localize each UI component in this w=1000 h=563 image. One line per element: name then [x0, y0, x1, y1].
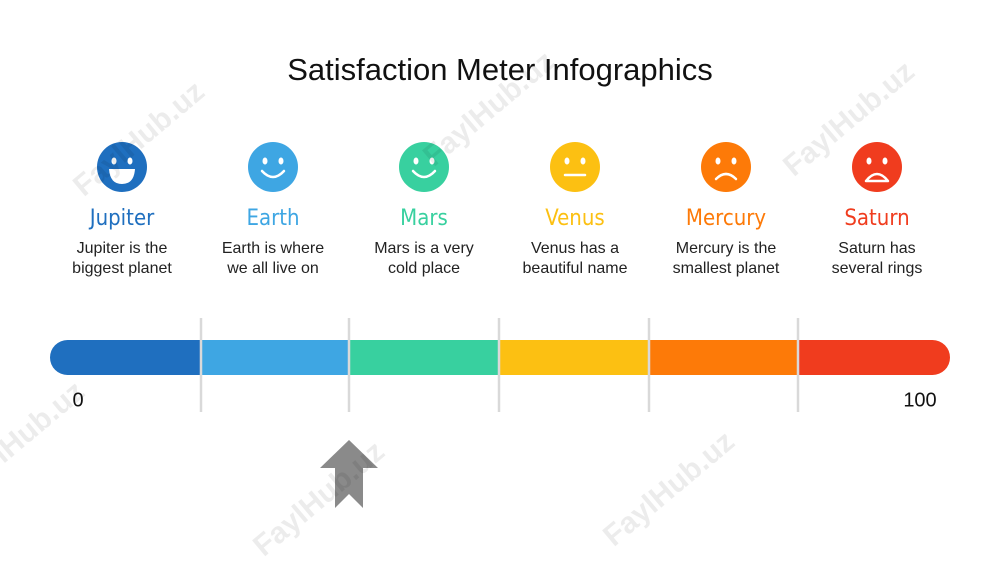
mouth: [714, 172, 738, 181]
mouth: [411, 169, 437, 179]
face-icon: [852, 142, 902, 192]
indicator-arrow: [320, 440, 378, 508]
item-name: Earth: [246, 206, 299, 231]
item-description: Mercury is the: [676, 240, 777, 257]
item-description: smallest planet: [673, 260, 780, 277]
item: Venus Venus has a beautiful name: [523, 142, 628, 277]
item-description: Mars is a very: [374, 240, 474, 257]
meter-segment: [349, 340, 499, 375]
mouth: [260, 169, 286, 179]
face-icon: [399, 142, 449, 192]
item: Mercury Mercury is the smallest planet: [673, 142, 780, 277]
item-description: Earth is where: [222, 240, 324, 257]
item-name: Saturn: [844, 206, 909, 231]
item: Mars Mars is a very cold place: [374, 142, 474, 277]
eye: [882, 157, 888, 165]
meter-segment: [798, 340, 950, 375]
item-name: Mars: [400, 206, 448, 231]
scale-max: 100: [903, 389, 936, 411]
item: Earth Earth is where we all live on: [222, 142, 324, 277]
item-description: Jupiter is the: [77, 240, 168, 257]
face-icon: [701, 142, 751, 192]
item-description: biggest planet: [72, 260, 172, 277]
face-icon: [248, 142, 298, 192]
item-description: Venus has a: [531, 240, 619, 257]
eye: [731, 157, 737, 165]
item-name: Jupiter: [88, 206, 155, 231]
face-icon: [550, 142, 600, 192]
mouth: [109, 169, 135, 184]
meter-segment: [649, 340, 798, 375]
separators: [199, 318, 800, 412]
item-description: cold place: [388, 260, 460, 277]
item: Jupiter Jupiter is the biggest planet: [72, 142, 172, 277]
item-description: we all live on: [226, 260, 319, 277]
item-description: Saturn has: [838, 240, 915, 257]
meter-segment: [50, 340, 201, 375]
eye: [564, 157, 570, 165]
meter-segment: [499, 340, 649, 375]
eye: [127, 157, 133, 165]
meter-bar: [50, 340, 950, 375]
watermark: FaylHub.uz: [597, 425, 741, 553]
eye: [429, 157, 435, 165]
mouth: [864, 172, 890, 183]
watermark: FaylHub.uz: [247, 435, 391, 563]
eye: [111, 157, 117, 165]
items: Jupiter Jupiter is the biggest planet Earth…: [72, 142, 922, 277]
face-icon: [97, 142, 147, 192]
eye: [866, 157, 872, 165]
eye: [715, 157, 721, 165]
eye: [262, 157, 268, 165]
watermarks: FaylHub.uz FaylHub.uz FaylHub.uzFaylHub.uz…: [0, 45, 921, 563]
item-name: Mercury: [686, 206, 766, 231]
meter-segment: [201, 340, 349, 375]
item-description: several rings: [832, 260, 923, 277]
item-description: beautiful name: [523, 260, 628, 277]
watermark: FaylHub.uz: [0, 375, 91, 503]
item-name: Venus: [545, 206, 604, 231]
eye: [580, 157, 586, 165]
item: Saturn Saturn has several rings: [832, 142, 923, 277]
eye: [278, 157, 284, 165]
title: Satisfaction Meter Infographics: [287, 52, 713, 87]
scale-min: 0: [72, 389, 83, 411]
eye: [413, 157, 419, 165]
